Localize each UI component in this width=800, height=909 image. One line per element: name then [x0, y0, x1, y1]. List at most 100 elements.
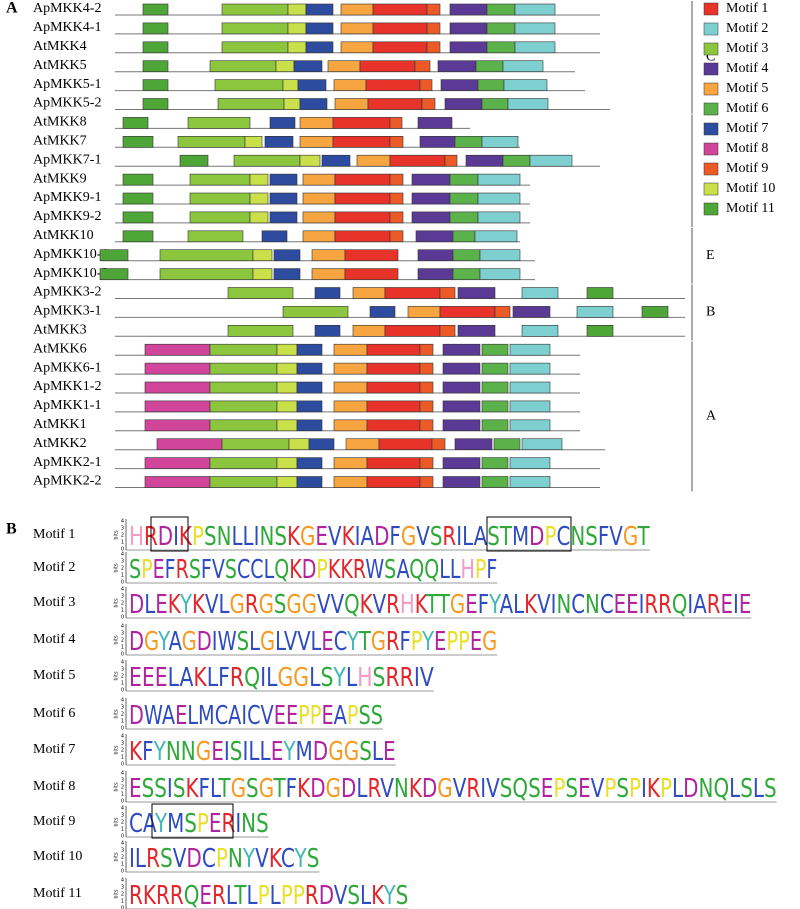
motif-box [509, 419, 551, 432]
motif-box [407, 306, 441, 318]
motif-box [299, 98, 328, 110]
axis-tick: 4 [121, 841, 124, 847]
motif-name: Motif 2 [33, 560, 75, 575]
motif-box [481, 476, 509, 488]
motif-name: Motif 4 [33, 632, 75, 647]
panel-label: B [6, 521, 17, 538]
motif-box [221, 41, 289, 54]
motif-box [142, 22, 169, 35]
gene-name: ApMKK9-1 [33, 190, 101, 205]
motif-box [352, 324, 386, 337]
motif-box [417, 249, 454, 261]
motif-box [378, 438, 433, 451]
legend-swatch [703, 22, 719, 36]
motif-box [442, 457, 481, 469]
motif-box [366, 419, 421, 432]
motif-box [503, 79, 548, 91]
gene-name: ApMKK5-2 [33, 96, 101, 111]
motif-box [389, 211, 404, 224]
axis-tick: 1 [121, 573, 124, 579]
motif-box [641, 306, 669, 318]
motif-box [340, 41, 374, 54]
motif-box [333, 400, 368, 413]
motif-box [440, 79, 479, 91]
motif-box [426, 41, 441, 54]
motif-box [333, 457, 368, 469]
axis-tick: 4 [121, 552, 124, 558]
motif-box [305, 22, 334, 35]
motif-box [419, 362, 434, 375]
motif-box [411, 173, 451, 186]
motif-box [389, 192, 404, 205]
motif-box [576, 306, 614, 318]
motif-box [419, 457, 434, 469]
axis-label: bits [114, 745, 120, 755]
motif-box [586, 287, 614, 299]
motif-box [333, 343, 368, 356]
panel-label: A [6, 0, 18, 17]
sequence-logo: RKRRQERLTLPLPPRDVSLKYS [129, 881, 408, 909]
motif-box [311, 268, 346, 280]
axis-label: bits [114, 817, 120, 827]
motif-box [366, 343, 421, 356]
motif-box [372, 22, 428, 35]
motif-box [142, 3, 169, 16]
gene-name: ApMKK3-1 [33, 304, 101, 319]
motif-box [276, 457, 298, 469]
motif-box [276, 381, 298, 394]
motif-box [122, 230, 154, 243]
axis-label: bits [114, 530, 120, 540]
motif-box [411, 192, 451, 205]
motif-box [233, 154, 301, 167]
axis-tick: 2 [121, 855, 124, 861]
legend-swatch [703, 62, 719, 76]
motif-box [365, 79, 421, 91]
motif-box [474, 230, 518, 243]
motif-box [296, 400, 323, 413]
gene-name: AtMKK7 [33, 134, 87, 149]
motif-box [214, 79, 284, 91]
axis-tick: 4 [121, 660, 124, 666]
legend-label: Motif 5 [726, 81, 768, 96]
motif-box [283, 98, 301, 110]
motif-box [321, 154, 351, 167]
motif-box [452, 230, 476, 243]
motif-name: Motif 1 [33, 527, 75, 542]
motif-box [144, 343, 211, 356]
motif-box [442, 362, 481, 375]
motif-box [356, 154, 391, 167]
motif-box [142, 60, 169, 73]
motif-box [252, 268, 273, 280]
axis-tick: 2 [121, 601, 124, 607]
axis-tick: 1 [121, 755, 124, 761]
axis-tick: 0 [121, 615, 124, 621]
motif-box [122, 173, 154, 186]
axis-tick: 1 [121, 792, 124, 798]
axis-tick: 3 [121, 885, 124, 891]
motif-box [344, 268, 399, 280]
sequence-logo: ILRSVDCPNYVKCYS [129, 844, 320, 874]
motif-box [352, 287, 386, 299]
motif-box [227, 287, 294, 299]
axis-tick: 1 [121, 899, 124, 905]
motif-box [332, 117, 391, 129]
axis-label: bits [114, 598, 120, 608]
group-label: A [706, 409, 717, 424]
motif-box [327, 60, 361, 73]
motif-box [221, 438, 290, 451]
motif-box [276, 476, 298, 488]
motif-box [334, 192, 391, 205]
motif-box [481, 419, 509, 432]
motif-box [414, 60, 431, 73]
legend-label: Motif 4 [726, 61, 768, 76]
group-label: B [706, 305, 715, 320]
motif-box [509, 476, 551, 488]
motif-box [449, 3, 488, 16]
highlight-box [151, 803, 234, 839]
axis-tick: 2 [121, 566, 124, 572]
motif-box [333, 381, 368, 394]
highlight-box [486, 516, 572, 552]
motif-box [333, 362, 368, 375]
motif-box [249, 173, 269, 186]
motif-box [389, 230, 404, 243]
